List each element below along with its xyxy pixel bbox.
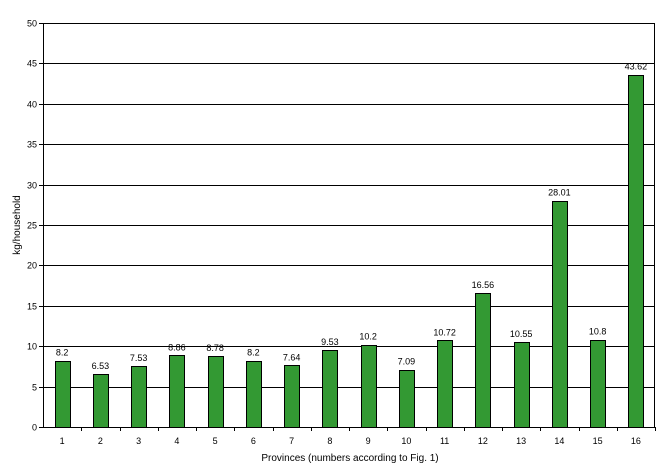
bar (246, 361, 262, 428)
data-label: 8.2 (56, 348, 69, 358)
y-tick-label: 20 (27, 261, 37, 271)
bar (514, 342, 530, 428)
data-label: 28.01 (548, 188, 571, 198)
data-label: 7.53 (130, 353, 148, 363)
y-tick-label: 15 (27, 302, 37, 312)
x-tick-label: 3 (136, 436, 141, 446)
bar (399, 370, 415, 428)
bar (131, 366, 147, 428)
y-tick-label: 10 (27, 342, 37, 352)
bar (628, 75, 644, 428)
y-tick-label: 45 (27, 59, 37, 69)
x-tick-label: 14 (554, 436, 564, 446)
x-tick-labels: 1 2 3 4 5 6 7 8 9 10 11 12 13 14 15 16 (60, 436, 641, 446)
data-label: 10.2 (359, 332, 377, 342)
x-tick-label: 7 (289, 436, 294, 446)
bar (284, 365, 300, 428)
bar (55, 361, 71, 428)
bar (590, 340, 606, 428)
bar (169, 355, 185, 428)
y-tick-label: 0 (32, 423, 37, 433)
y-axis-title: kg/household (12, 195, 23, 255)
data-label: 8.2 (247, 348, 260, 358)
bar (552, 201, 568, 428)
y-tick-labels: 0 5 10 15 20 25 30 35 40 45 50 (27, 19, 37, 433)
x-tick-label: 11 (440, 436, 449, 446)
data-label: 16.56 (472, 280, 495, 290)
y-tick-label: 30 (27, 181, 37, 191)
y-tick-label: 5 (32, 383, 37, 393)
x-tick-label: 8 (327, 436, 332, 446)
bar (361, 345, 377, 428)
bar (322, 350, 338, 428)
data-label: 7.09 (398, 357, 416, 367)
y-tick-label: 40 (27, 100, 37, 110)
data-label: 10.8 (589, 327, 607, 337)
x-tick-label: 2 (98, 436, 103, 446)
x-tick-label: 12 (478, 436, 488, 446)
data-labels: 8.2 6.53 7.53 8.86 8.78 8.2 7.64 9.53 10.2 7.09 10… (56, 62, 647, 372)
bar (475, 293, 491, 428)
data-label: 9.53 (321, 337, 339, 347)
data-label: 7.64 (283, 352, 301, 362)
plot-frame (43, 23, 655, 428)
data-label: 8.78 (206, 343, 224, 353)
data-label: 10.55 (510, 329, 533, 339)
bar (93, 374, 109, 428)
x-tick-label: 6 (251, 436, 256, 446)
y-tick-label: 35 (27, 140, 37, 150)
x-tick-label: 13 (516, 436, 526, 446)
x-tick-label: 4 (174, 436, 179, 446)
plot-area-border (43, 23, 655, 428)
x-tick-label: 9 (366, 436, 371, 446)
data-label: 43.62 (625, 62, 648, 72)
x-tick-label: 16 (631, 436, 641, 446)
x-tick-label: 1 (60, 436, 65, 446)
x-tick-label: 5 (213, 436, 218, 446)
data-label: 8.86 (168, 342, 186, 352)
bar (437, 340, 453, 428)
y-tick-label: 25 (27, 221, 37, 231)
bar (208, 356, 224, 428)
bars (55, 75, 644, 428)
x-axis-title: Provinces (numbers according to Fig. 1) (261, 453, 438, 464)
y-tick-label: 50 (27, 19, 37, 29)
data-label: 6.53 (92, 361, 110, 371)
data-label: 10.72 (433, 327, 456, 337)
x-tick-label: 10 (401, 436, 411, 446)
x-tick-label: 15 (593, 436, 603, 446)
